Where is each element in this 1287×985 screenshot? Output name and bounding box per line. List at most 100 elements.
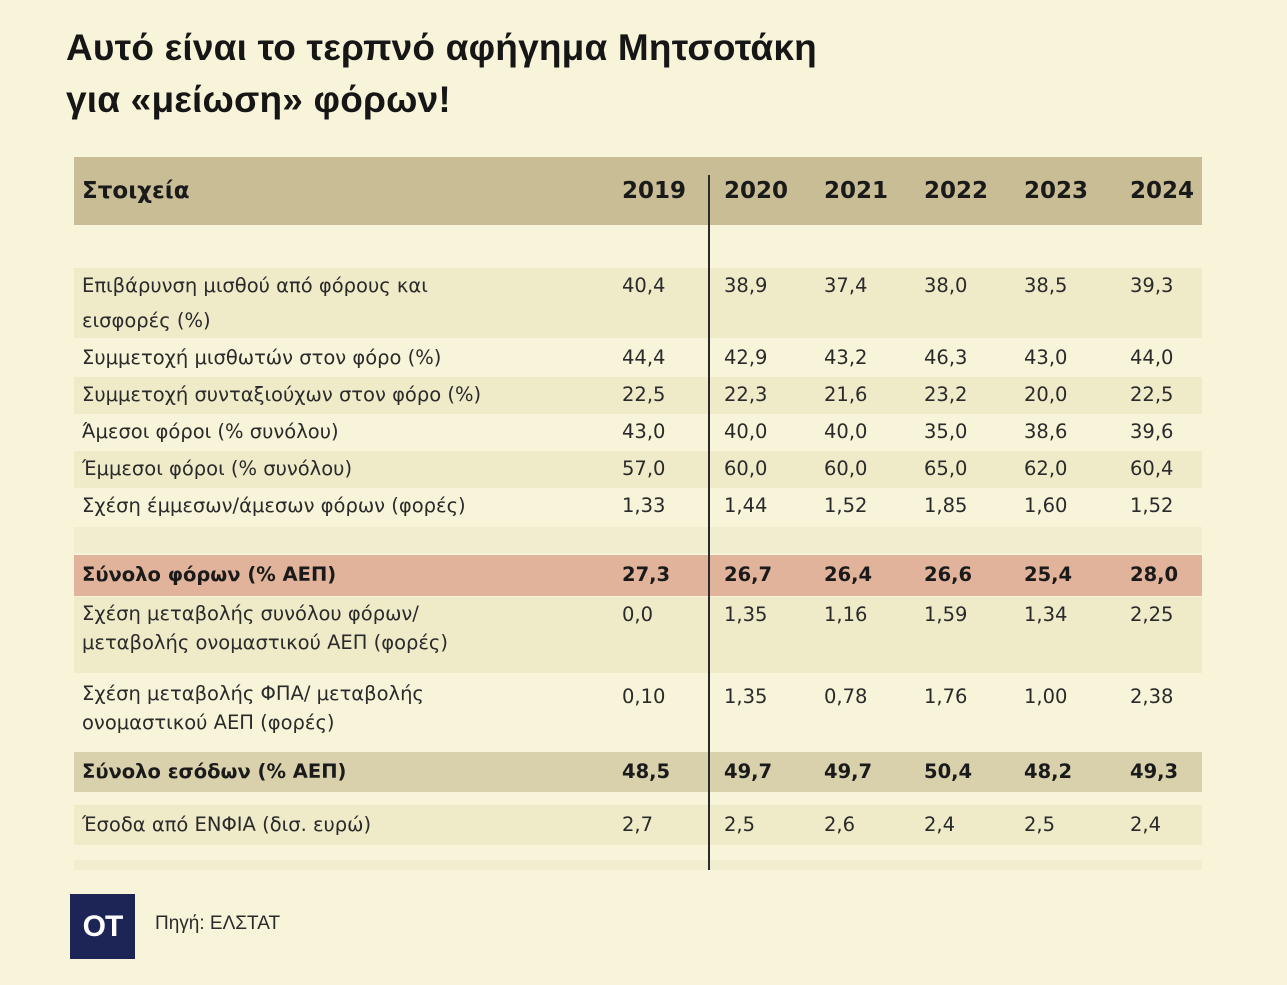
table-header: Στοιχεία 2019 2020 2021 2022 2023 2024 [74,157,1202,225]
row-value: 2,5 [724,813,756,836]
row-value: 1,00 [1024,685,1068,708]
row-value: 22,5 [622,383,666,406]
table-row-total-revenue: Σύνολο εσόδων (% ΑΕΠ) 48,5 49,7 49,7 50,… [74,752,1202,792]
row-value: 0,0 [622,603,654,626]
row-value: 60,4 [1130,457,1174,480]
row-value: 27,3 [622,563,671,586]
row-value: 38,0 [924,274,968,297]
row-value: 37,4 [824,274,868,297]
row-label: Σχέση μεταβολής ΦΠΑ/ μεταβολής ονομαστικ… [82,682,424,734]
row-label: Σχέση έμμεσων/άμεσων φόρων (φορές) [82,494,466,517]
row-value: 0,10 [622,685,666,708]
row-value: 2,4 [1130,813,1162,836]
row-value: 38,5 [1024,274,1068,297]
title-line-1: Αυτό είναι το τερπνό αφήγημα Μητσοτάκη [66,27,817,68]
table-row: Έμμεσοι φόροι (% συνόλου) 57,0 60,0 60,0… [74,451,1202,488]
row-value: 22,5 [1130,383,1174,406]
row-value: 2,6 [824,813,856,836]
column-divider [708,175,710,870]
row-value: 1,52 [824,494,868,517]
row-value: 1,44 [724,494,768,517]
row-value: 21,6 [824,383,868,406]
header-year: 2024 [1130,178,1195,204]
table-row: Σχέση μεταβολής ΦΠΑ/ μεταβολής ονομαστικ… [74,675,1202,751]
row-value: 43,2 [824,346,868,369]
row-value: 40,0 [824,420,868,443]
header-year: 2021 [824,178,889,204]
row-value: 1,16 [824,603,868,626]
header-year: 2019 [622,178,687,204]
row-value: 1,35 [724,685,768,708]
row-value: 1,34 [1024,603,1068,626]
row-label: Συμμετοχή μισθωτών στον φόρο (%) [82,346,442,369]
row-value: 38,6 [1024,420,1068,443]
row-value: 1,85 [924,494,968,517]
row-value: 48,2 [1024,760,1073,783]
row-value: 2,25 [1130,603,1174,626]
row-label: Σύνολο εσόδων (% ΑΕΠ) [82,760,347,783]
row-value: 43,0 [1024,346,1068,369]
row-label: Σχέση μεταβολής συνόλου φόρων/ μεταβολής… [82,602,448,654]
row-value: 40,0 [724,420,768,443]
header-year: 2022 [924,178,989,204]
row-spacer [74,527,1202,553]
row-value: 1,33 [622,494,666,517]
row-value: 57,0 [622,457,666,480]
source-note: Πηγή: ΕΛΣΤΑΤ [155,913,281,934]
row-label: Έμμεσοι φόροι (% συνόλου) [82,457,353,480]
row-value: 49,7 [824,760,873,783]
header-label: Στοιχεία [82,178,190,204]
table-row: Άμεσοι φόροι (% συνόλου) 43,0 40,0 40,0 … [74,414,1202,451]
table-row: Επιβάρυνση μισθού από φόρους και εισφορέ… [74,268,1202,338]
data-table: Στοιχεία 2019 2020 2021 2022 2023 2024 Ε… [74,157,1202,872]
table-row: Συμμετοχή συνταξιούχων στον φόρο (%) 22,… [74,377,1202,414]
row-value: 35,0 [924,420,968,443]
header-year: 2023 [1024,178,1089,204]
row-value: 25,4 [1024,563,1073,586]
table-row-total-taxes: Σύνολο φόρων (% ΑΕΠ) 27,3 26,7 26,4 26,6… [74,555,1202,596]
row-value: 50,4 [924,760,973,783]
title-line-2: για «μείωση» φόρων! [66,79,451,120]
row-label: Συμμετοχή συνταξιούχων στον φόρο (%) [82,383,482,406]
row-value: 48,5 [622,760,671,783]
row-value: 28,0 [1130,563,1179,586]
row-label: Σύνολο φόρων (% ΑΕΠ) [82,563,337,586]
header-year: 2020 [724,178,789,204]
row-value: 49,7 [724,760,773,783]
table-row: Έσοδα από ΕΝΦΙΑ (δισ. ευρώ) 2,7 2,5 2,6 … [74,805,1202,845]
row-value: 44,4 [622,346,666,369]
row-value: 26,4 [824,563,873,586]
row-label: Επιβάρυνση μισθού από φόρους και εισφορέ… [82,274,428,332]
row-value: 1,76 [924,685,968,708]
table-row: Σχέση έμμεσων/άμεσων φόρων (φορές) 1,33 … [74,488,1202,525]
row-value: 0,78 [824,685,868,708]
row-value: 26,6 [924,563,973,586]
row-value: 1,52 [1130,494,1174,517]
row-value: 1,35 [724,603,768,626]
row-value: 2,4 [924,813,956,836]
row-value: 39,6 [1130,420,1174,443]
row-value: 46,3 [924,346,968,369]
row-value: 43,0 [622,420,666,443]
page-title: Αυτό είναι το τερπνό αφήγημα Μητσοτάκη γ… [66,22,1066,126]
row-value: 38,9 [724,274,768,297]
row-spacer [74,860,1202,870]
table-row: Συμμετοχή μισθωτών στον φόρο (%) 44,4 42… [74,340,1202,377]
row-value: 49,3 [1130,760,1179,783]
row-value: 1,59 [924,603,968,626]
row-value: 42,9 [724,346,768,369]
row-value: 26,7 [724,563,773,586]
row-value: 65,0 [924,457,968,480]
row-value: 62,0 [1024,457,1068,480]
table-row: Σχέση μεταβολής συνόλου φόρων/ μεταβολής… [74,597,1202,673]
row-value: 39,3 [1130,274,1174,297]
row-value: 40,4 [622,274,666,297]
row-value: 20,0 [1024,383,1068,406]
row-value: 2,38 [1130,685,1174,708]
row-value: 23,2 [924,383,968,406]
row-value: 2,5 [1024,813,1056,836]
row-value: 1,60 [1024,494,1068,517]
row-label: Άμεσοι φόροι (% συνόλου) [82,420,339,443]
row-value: 2,7 [622,813,654,836]
row-value: 22,3 [724,383,768,406]
